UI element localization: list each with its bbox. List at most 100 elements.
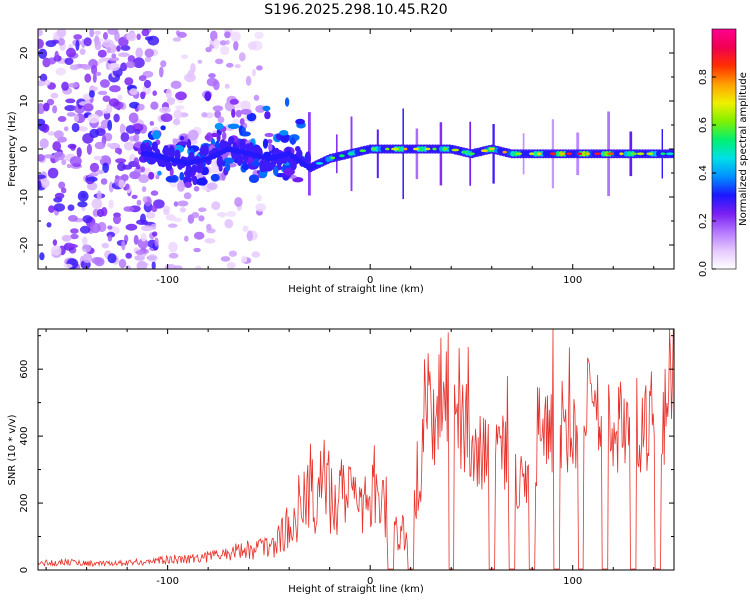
noise-blob [132, 123, 144, 132]
noise-blob [76, 147, 82, 158]
noise-blob [172, 138, 178, 144]
noise-blob [108, 62, 120, 72]
noise-blob [74, 114, 79, 122]
noise-blob [152, 231, 158, 237]
noise-blob [253, 94, 260, 101]
noise-blob [149, 121, 155, 126]
noise-blob [39, 138, 49, 149]
track-core [413, 147, 419, 151]
noise-blob [100, 178, 108, 185]
band-blob [225, 163, 231, 172]
noise-blob [151, 205, 158, 213]
noise-blob [129, 101, 140, 109]
noise-blob [66, 47, 76, 58]
noise-blob [81, 64, 92, 70]
band-blob [268, 143, 273, 152]
track-core [432, 147, 437, 151]
noise-blob [208, 73, 216, 79]
noise-blob [238, 52, 246, 62]
noise-blob [193, 231, 205, 240]
band-blob [262, 138, 268, 149]
noise-blob [140, 232, 147, 242]
noise-blob [115, 158, 127, 164]
noise-blob [87, 113, 100, 124]
track-core [502, 150, 507, 154]
noise-blob [95, 71, 102, 76]
track-envelope [202, 144, 209, 156]
noise-blob [89, 162, 100, 173]
y-tick-label: -20 [19, 237, 30, 253]
noise-blob [50, 245, 62, 256]
track-core [665, 152, 674, 156]
band-blob [262, 105, 271, 112]
noise-blob [166, 97, 176, 106]
noise-blob [47, 167, 59, 179]
track-envelope [160, 158, 167, 168]
colorbar-ticks: 0.0 0.2 0.4 0.6 0.8 [698, 69, 716, 277]
track-envelope [162, 145, 170, 158]
y-tick-label: -10 [19, 189, 30, 205]
noise-blob [71, 122, 80, 133]
track-core [576, 152, 583, 156]
noise-blob [116, 45, 121, 52]
y-tick-label: 10 [19, 95, 30, 108]
noise-blob [107, 119, 113, 131]
noise-blob [76, 126, 88, 132]
noise-blob [127, 55, 136, 63]
noise-blob [93, 155, 103, 161]
track-core [451, 148, 460, 152]
noise-blob [86, 143, 92, 155]
band-blob [264, 111, 271, 120]
y-tick-label: 0 [19, 567, 30, 573]
noise-blob [254, 31, 264, 40]
x-tick-label: 0 [367, 275, 373, 286]
noise-blob [172, 37, 182, 42]
noise-blob [88, 90, 95, 98]
track-envelope [188, 151, 195, 163]
noise-blob [48, 205, 55, 213]
colorbar-tick-label: 0.8 [698, 69, 709, 85]
noise-blob [107, 253, 117, 264]
noise-blob [83, 103, 94, 112]
track-envelope [216, 155, 224, 168]
noise-blob [172, 118, 181, 126]
track-core [536, 152, 542, 156]
noise-blob [66, 163, 71, 169]
noise-blob [108, 98, 120, 107]
noise-blob [213, 38, 220, 50]
noise-blob [197, 59, 203, 64]
noise-blob [102, 39, 115, 49]
noise-blob [225, 211, 237, 217]
track-core [370, 147, 377, 151]
noise-blob [219, 211, 226, 218]
band-blob [295, 118, 305, 125]
band-blob [235, 109, 242, 118]
noise-blob [154, 237, 159, 247]
x-tick-label: 0 [367, 576, 373, 587]
figure-title: S196.2025.298.10.45.R20 [264, 2, 447, 18]
band-blob [273, 166, 279, 176]
noise-blob [206, 77, 218, 87]
band-blob [196, 177, 208, 186]
noise-blob [70, 233, 79, 240]
noise-blob [63, 263, 73, 269]
noise-blob [230, 31, 241, 42]
noise-blob [242, 225, 249, 232]
noise-blob [65, 98, 76, 104]
track-envelope [140, 142, 147, 152]
noise-blob [102, 109, 110, 114]
noise-blob [142, 196, 148, 203]
noise-blob [214, 110, 222, 119]
noise-blob [38, 180, 42, 189]
noise-blob [184, 235, 189, 242]
spectrogram-y-axis-label: Frequency (Hz) [7, 111, 18, 187]
noise-blob [106, 46, 112, 54]
noise-blob [207, 182, 218, 191]
noise-blob [173, 109, 183, 120]
noise-blob [181, 54, 189, 59]
band-blob [279, 130, 289, 136]
noise-blob [177, 200, 189, 207]
track-core [515, 152, 523, 156]
noise-blob [77, 190, 89, 202]
noise-blob [147, 254, 158, 262]
